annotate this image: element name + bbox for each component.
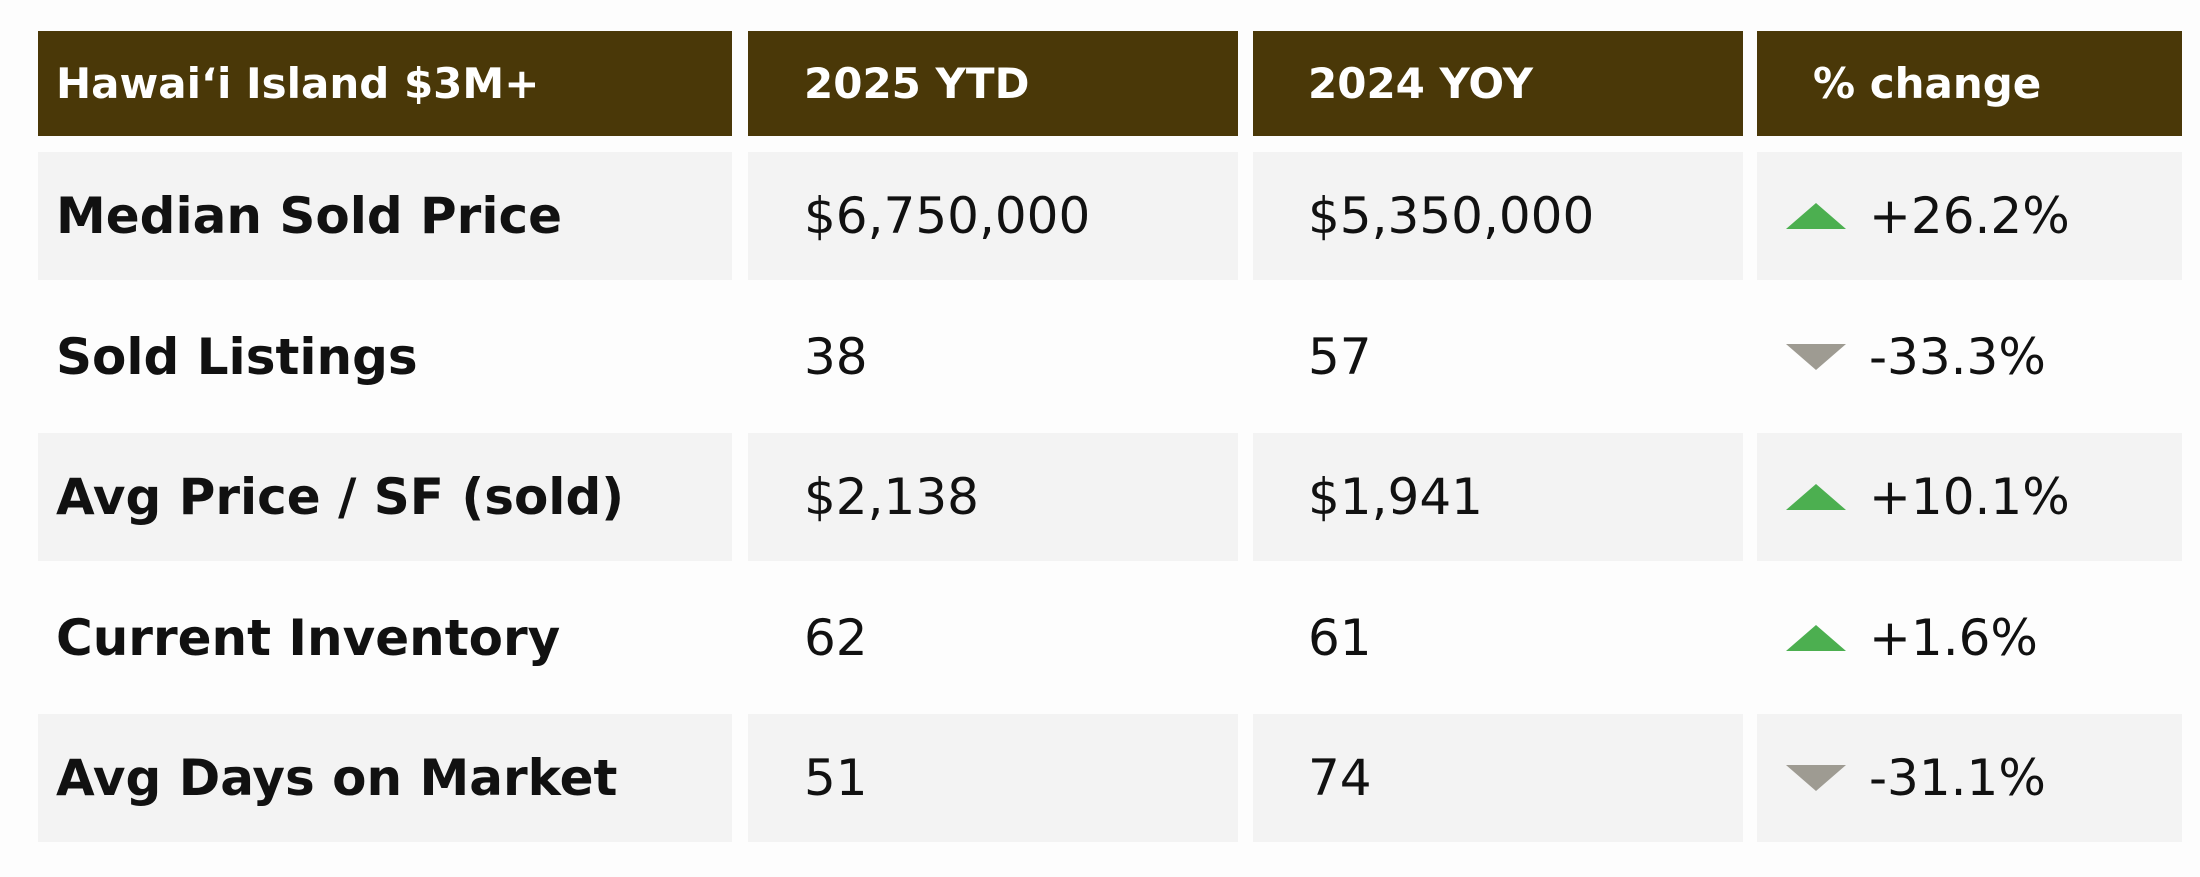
- row-value-text: 51: [804, 749, 868, 807]
- row-value: $5,350,000: [1253, 152, 1743, 280]
- arrow-shape: [1786, 203, 1846, 229]
- header-cell-text: 2025 YTD: [804, 59, 1030, 108]
- row-value: 61: [1253, 574, 1743, 702]
- row-value: +26.2%: [1757, 152, 2182, 280]
- arrow-shape: [1786, 484, 1846, 510]
- row-value: +10.1%: [1757, 433, 2182, 561]
- row-value: 51: [748, 714, 1238, 842]
- row-value-text: 38: [804, 327, 868, 386]
- arrow-up: [1786, 203, 1846, 229]
- header-cell-text: Hawaiʻi Island $3M+: [56, 59, 540, 108]
- arrow-down: [1786, 343, 1846, 370]
- row-label-text: Avg Days on Market: [56, 749, 618, 807]
- row-value-text: 61: [1308, 608, 1372, 667]
- row-value: 57: [1253, 293, 1743, 421]
- header-cell: Hawaiʻi Island $3M+: [38, 31, 732, 136]
- row-value: $6,750,000: [748, 152, 1238, 280]
- arrow-shape: [1786, 624, 1846, 651]
- arrow-shape: [1786, 765, 1846, 791]
- header-cell-text: 2024 YOY: [1308, 59, 1534, 108]
- row-value-text: 62: [804, 608, 868, 667]
- row-value-text: -31.1%: [1869, 749, 2046, 807]
- row-value: +1.6%: [1757, 574, 2182, 702]
- header-cell-text: % change: [1813, 59, 2042, 108]
- row-value: $2,138: [748, 433, 1238, 561]
- arrow-down: [1786, 765, 1846, 791]
- row-value-text: $5,350,000: [1308, 187, 1595, 245]
- row-label-text: Median Sold Price: [56, 187, 563, 245]
- row-value: 62: [748, 574, 1238, 702]
- row-label: Sold Listings: [38, 293, 732, 421]
- header-cell: 2025 YTD: [748, 31, 1238, 136]
- arrow-up: [1786, 624, 1846, 651]
- row-label: Avg Days on Market: [38, 714, 732, 842]
- row-value-text: +1.6%: [1869, 608, 2038, 667]
- row-value-text: -33.3%: [1869, 327, 2046, 386]
- row-value-text: +26.2%: [1869, 187, 2070, 245]
- row-value-text: $6,750,000: [804, 187, 1091, 245]
- row-value: $1,941: [1253, 433, 1743, 561]
- row-value-text: 74: [1308, 749, 1372, 807]
- row-value-text: +10.1%: [1869, 468, 2070, 526]
- row-label-text: Current Inventory: [56, 608, 561, 667]
- row-label: Current Inventory: [38, 574, 732, 702]
- header-cell: 2024 YOY: [1253, 31, 1743, 136]
- row-label: Median Sold Price: [38, 152, 732, 280]
- row-label: Avg Price / SF (sold): [38, 433, 732, 561]
- arrow-shape: [1786, 343, 1846, 370]
- header-cell: % change: [1757, 31, 2182, 136]
- row-value-text: $2,138: [804, 468, 979, 526]
- row-value: -33.3%: [1757, 293, 2182, 421]
- row-label-text: Sold Listings: [56, 327, 418, 386]
- row-value-text: 57: [1308, 327, 1372, 386]
- row-value: 74: [1253, 714, 1743, 842]
- row-value: 38: [748, 293, 1238, 421]
- row-label-text: Avg Price / SF (sold): [56, 468, 625, 526]
- arrow-up: [1786, 484, 1846, 510]
- row-value-text: $1,941: [1308, 468, 1483, 526]
